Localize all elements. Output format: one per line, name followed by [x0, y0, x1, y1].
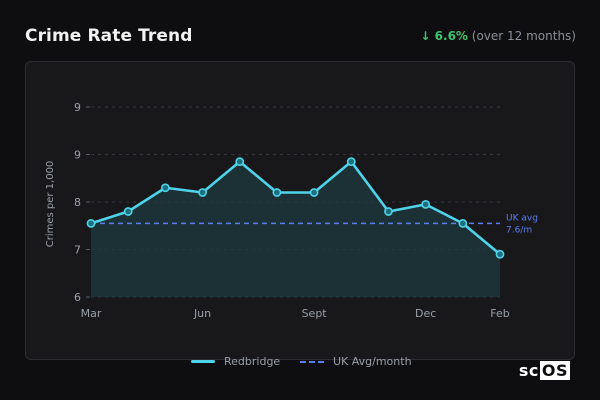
change-period: (over 12 months): [471, 29, 576, 43]
x-tick-label: Feb: [490, 307, 509, 320]
legend-swatch-solid: [191, 360, 215, 363]
data-point: [160, 183, 170, 193]
y-tick-label: 6: [74, 291, 81, 304]
brand-suffix: OS: [539, 361, 570, 380]
legend-item-redbridge[interactable]: Redbridge: [191, 355, 280, 368]
y-tick-label: 7: [74, 244, 81, 257]
average-label-value: 7.6/m: [506, 225, 532, 235]
x-tick-label: Mar: [81, 307, 102, 320]
chart-legend: Redbridge UK Avg/month: [0, 355, 600, 371]
x-tick-label: Dec: [415, 307, 436, 320]
page-title: Crime Rate Trend: [25, 26, 193, 46]
x-tick-label: Jun: [193, 307, 211, 320]
y-tick-label: 8: [74, 196, 81, 209]
data-point: [384, 207, 393, 216]
data-point: [86, 218, 96, 228]
change-indicator: ↓ 6.6% (over 12 months): [420, 29, 576, 43]
legend-item-uk-average[interactable]: UK Avg/month: [300, 355, 412, 368]
series-area-redbridge: [91, 161, 500, 297]
average-label-name: UK avg: [506, 213, 538, 223]
brand-prefix: sc: [518, 361, 539, 380]
legend-label-uk-average: UK Avg/month: [333, 355, 412, 368]
brand-logo: sc OS: [519, 361, 570, 380]
series-line-redbridge: [89, 160, 502, 256]
data-point: [272, 188, 282, 197]
data-point: [309, 188, 319, 197]
data-point: [123, 207, 133, 216]
data-point: [346, 157, 356, 167]
change-value: ↓ 6.6%: [420, 29, 468, 43]
data-point: [198, 188, 207, 197]
y-axis-title: Crimes per 1,000: [45, 161, 56, 248]
y-tick-label: 9: [74, 149, 81, 162]
legend-label-redbridge: Redbridge: [224, 355, 281, 368]
data-point: [458, 218, 468, 228]
data-point: [421, 199, 431, 209]
legend-swatch-dashed: [300, 360, 324, 363]
data-point: [495, 249, 505, 259]
y-tick-label: 9: [74, 101, 81, 114]
x-tick-label: Sept: [302, 307, 328, 320]
data-point: [235, 157, 245, 167]
